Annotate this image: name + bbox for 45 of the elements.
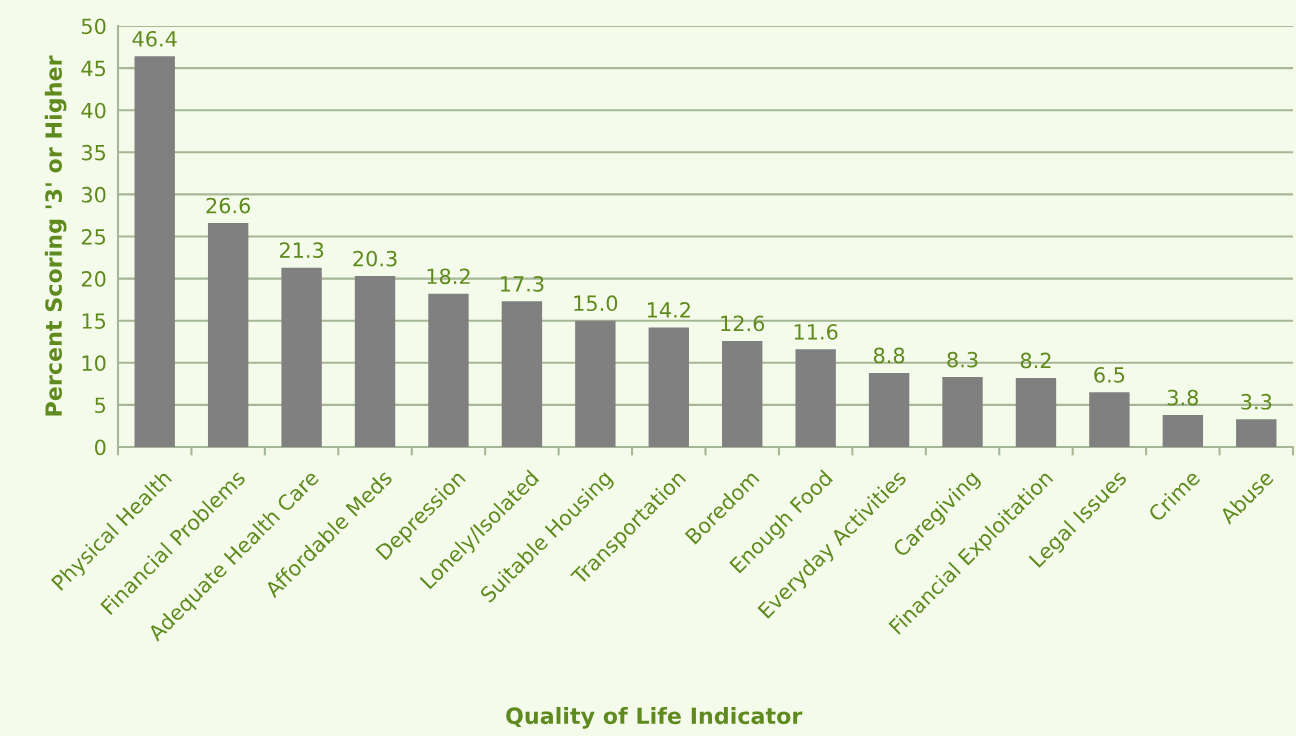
data-label: 46.4 xyxy=(132,30,177,47)
data-label: 3.3 xyxy=(1241,393,1272,410)
bar xyxy=(868,372,910,447)
y-tick-label: 20 xyxy=(81,271,106,287)
bar xyxy=(1162,415,1204,447)
bar xyxy=(575,320,616,447)
y-tick-label: 35 xyxy=(81,144,106,161)
y-tick-label: 5 xyxy=(95,397,106,414)
data-label: 21.3 xyxy=(279,242,324,259)
x-axis-title: Quality of Life Indicator xyxy=(506,706,803,729)
data-label: 12.6 xyxy=(721,315,765,332)
bar xyxy=(795,349,836,447)
y-tick-label: 25 xyxy=(81,228,106,245)
data-label: 8.2 xyxy=(1020,352,1051,369)
data-label: 15.0 xyxy=(574,295,618,312)
bar xyxy=(428,293,469,447)
data-label: 14.2 xyxy=(647,302,690,318)
y-tick-label: 0 xyxy=(95,439,106,456)
y-tick-label: 40 xyxy=(81,102,106,119)
y-tick-label: 10 xyxy=(82,355,106,372)
y-tick-label: 15 xyxy=(82,313,106,329)
y-tick-label: 50 xyxy=(81,18,106,35)
data-label: 8.8 xyxy=(873,347,905,364)
y-tick-label: 30 xyxy=(81,186,106,203)
bar xyxy=(501,301,543,447)
data-label: 11.6 xyxy=(794,323,838,340)
bar xyxy=(281,267,322,447)
data-label: 20.3 xyxy=(353,250,397,267)
bar xyxy=(354,276,396,447)
data-label: 6.5 xyxy=(1094,366,1125,383)
data-label: 26.6 xyxy=(206,197,251,214)
y-axis-title: Percent Scoring '3' or Higher xyxy=(44,55,67,416)
bar xyxy=(648,327,689,447)
bar xyxy=(134,56,175,447)
data-label: 18.2 xyxy=(427,268,470,285)
bar xyxy=(207,223,249,447)
y-tick-label: 45 xyxy=(81,60,106,77)
data-label: 3.8 xyxy=(1167,389,1198,406)
bar xyxy=(1015,377,1057,447)
bar xyxy=(942,377,983,447)
bar xyxy=(1236,419,1277,447)
bar xyxy=(722,340,763,447)
data-label: 8.3 xyxy=(947,351,978,368)
data-label: 17.3 xyxy=(501,275,544,292)
bar xyxy=(1089,392,1130,447)
